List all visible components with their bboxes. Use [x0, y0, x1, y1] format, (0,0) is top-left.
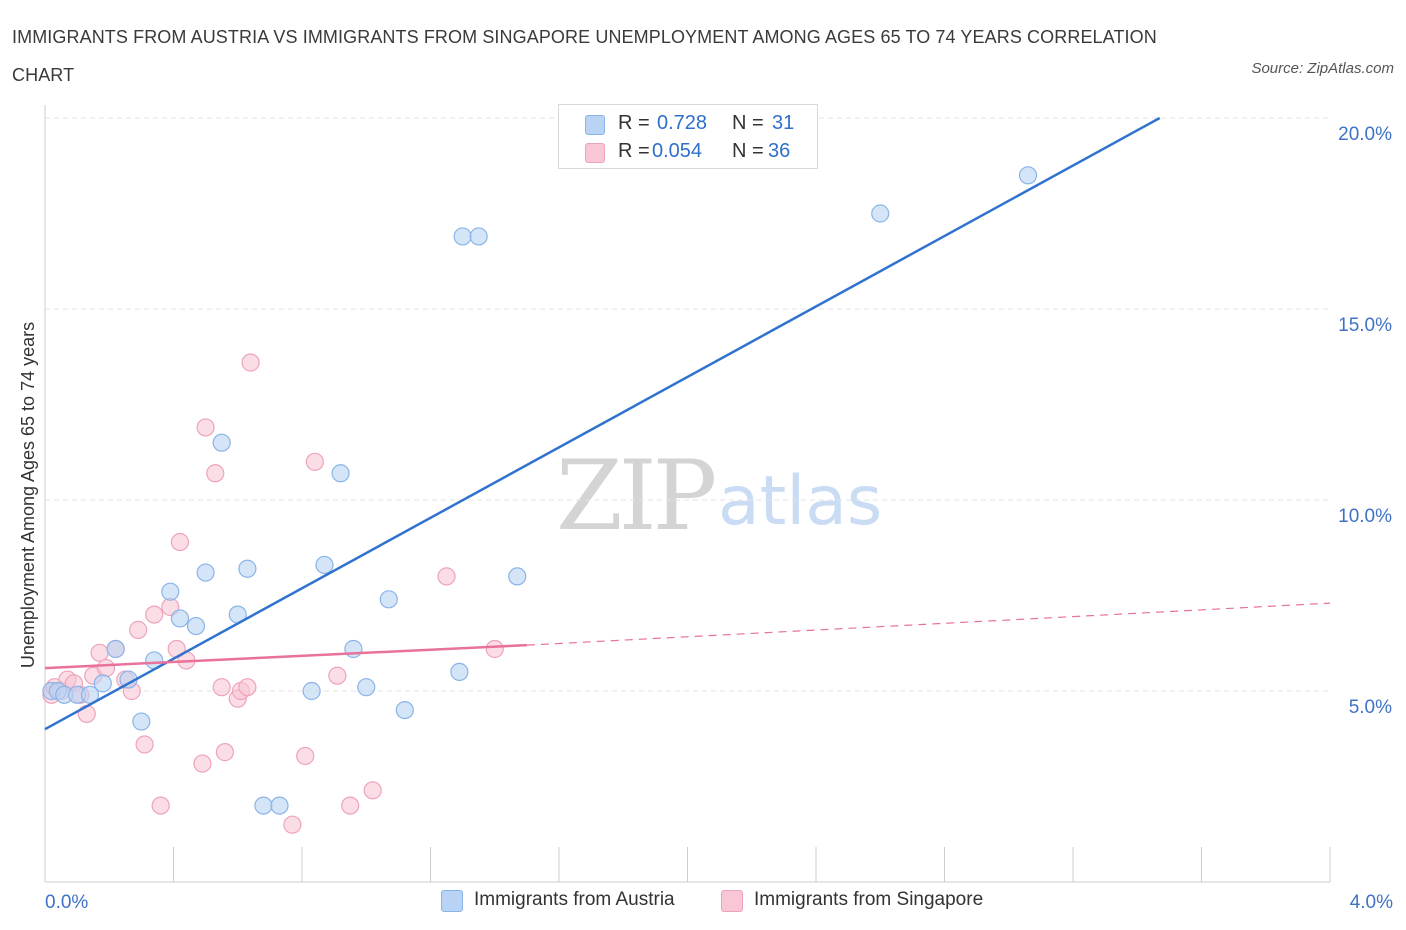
singapore-point-23 — [206, 464, 225, 483]
singapore-point-25 — [215, 743, 234, 762]
singapore-point-19 — [170, 532, 190, 552]
austria-n-label: N = — [732, 112, 764, 134]
singapore-point-8 — [90, 643, 109, 662]
singapore-point-36 — [437, 567, 456, 586]
austria-point-19 — [302, 681, 321, 701]
singapore-point-35 — [363, 781, 382, 800]
singapore-point-28 — [238, 678, 257, 697]
x-tick-label-0: 0.0% — [45, 892, 88, 913]
singapore-point-22 — [196, 418, 215, 437]
singapore-r-value: 0.054 — [652, 140, 703, 162]
singapore-trend-extension — [526, 602, 1331, 646]
austria-point-21 — [331, 464, 350, 483]
austria-point-13 — [196, 563, 215, 582]
austria-point-28 — [469, 227, 488, 246]
singapore-legend-swatch — [721, 890, 743, 912]
singapore-n-label: N = — [732, 140, 764, 162]
series-legend: Immigrants from Austria Immigrants from … — [0, 888, 1406, 918]
austria-point-12 — [186, 616, 206, 636]
grid-lines — [45, 117, 1330, 692]
austria-point-5 — [93, 674, 112, 693]
y-axis-label-group: Unemployment Among Ages 65 to 74 years — [18, 322, 38, 668]
singapore-points — [42, 353, 504, 834]
austria-point-26 — [450, 662, 469, 682]
austria-r-value: 0.728 — [657, 112, 708, 134]
austria-point-29 — [508, 567, 527, 586]
stats-legend: R = 0.728 N = 31 R = 0.054 N = 36 — [558, 104, 818, 169]
austria-point-20 — [315, 555, 334, 575]
singapore-point-24 — [212, 678, 231, 697]
singapore-point-15 — [145, 605, 164, 624]
y-axis-label: Unemployment Among Ages 65 to 74 years — [18, 322, 38, 668]
austria-point-17 — [254, 796, 273, 815]
singapore-point-34 — [341, 796, 360, 815]
austria-legend-label: Immigrants from Austria — [474, 889, 675, 910]
singapore-r-label: R = — [618, 140, 650, 162]
singapore-point-6 — [77, 704, 96, 724]
austria-point-25 — [395, 700, 414, 720]
austria-points — [42, 166, 1038, 815]
x-tick-label-1: 4.0% — [1350, 892, 1393, 913]
austria-point-10 — [161, 582, 180, 601]
austria-n-value: 31 — [772, 112, 795, 134]
y-tick-label-3: 20.0% — [1338, 124, 1392, 145]
singapore-point-14 — [135, 735, 154, 754]
singapore-trend-line — [44, 643, 527, 670]
singapore-point-31 — [296, 746, 315, 766]
austria-trend-line — [44, 116, 1161, 731]
trend-lines — [44, 116, 1331, 731]
singapore-point-9 — [96, 658, 116, 678]
singapore-legend-label: Immigrants from Singapore — [754, 889, 984, 910]
watermark-atlas: atlas — [718, 462, 883, 541]
axes — [44, 105, 1331, 883]
y-tick-label-0: 5.0% — [1349, 697, 1392, 718]
singapore-point-30 — [283, 815, 302, 834]
source-credit: Source: ZipAtlas.com — [1251, 60, 1394, 77]
singapore-swatch — [585, 143, 605, 163]
singapore-point-16 — [151, 796, 170, 815]
austria-point-23 — [357, 678, 376, 697]
singapore-point-29 — [241, 353, 260, 372]
austria-point-30 — [871, 204, 890, 223]
singapore-point-13 — [129, 620, 148, 639]
austria-point-31 — [1018, 166, 1038, 185]
austria-swatch — [585, 115, 605, 135]
austria-point-11 — [170, 609, 190, 628]
austria-legend-swatch — [441, 890, 463, 912]
singapore-point-33 — [328, 666, 347, 685]
y-tick-label-1: 10.0% — [1338, 506, 1392, 527]
austria-point-24 — [379, 590, 398, 609]
singapore-point-37 — [485, 639, 504, 659]
singapore-point-32 — [305, 452, 324, 471]
austria-point-14 — [212, 433, 231, 452]
austria-point-8 — [132, 712, 151, 731]
watermark-zip: ZIP — [556, 440, 717, 552]
austria-point-27 — [453, 227, 472, 246]
y-tick-label-2: 15.0% — [1338, 315, 1392, 336]
austria-point-16 — [238, 559, 257, 578]
austria-point-6 — [106, 639, 125, 659]
singapore-point-21 — [193, 754, 212, 773]
austria-r-label: R = — [618, 112, 650, 134]
singapore-n-value: 36 — [768, 140, 791, 162]
austria-point-18 — [270, 796, 289, 815]
chart-title: IMMIGRANTS FROM AUSTRIA VS IMMIGRANTS FR… — [12, 27, 1157, 85]
tick-labels: 5.0% 10.0% 15.0% 20.0% 0.0% 4.0% — [45, 124, 1393, 913]
